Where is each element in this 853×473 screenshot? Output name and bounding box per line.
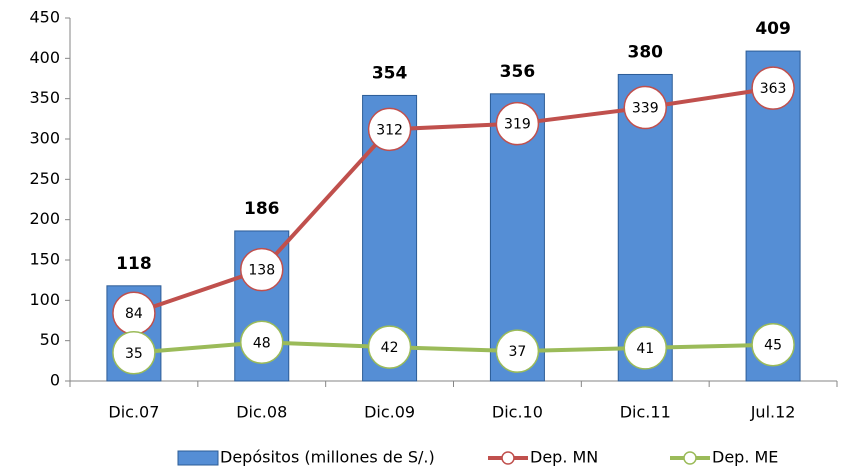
y-tick-label: 0 bbox=[50, 371, 60, 390]
y-tick-label: 300 bbox=[29, 129, 60, 148]
x-tick-label: Dic.11 bbox=[620, 403, 671, 422]
point-marker bbox=[751, 322, 795, 367]
y-tick-label: 350 bbox=[29, 88, 60, 107]
point-marker bbox=[495, 329, 540, 373]
point-marker bbox=[623, 85, 667, 130]
y-tick-label: 150 bbox=[29, 250, 60, 269]
point-marker bbox=[367, 325, 412, 369]
legend-label: Dep. MN bbox=[530, 448, 598, 467]
line bbox=[133, 86, 774, 316]
x-tick-label: Jul.12 bbox=[750, 403, 796, 422]
point-marker bbox=[112, 331, 156, 375]
point-label: 319 bbox=[504, 117, 531, 133]
point-marker bbox=[367, 107, 412, 152]
point-marker bbox=[751, 66, 795, 110]
point-label: 48 bbox=[253, 335, 271, 351]
bar-value-label: 118 bbox=[116, 254, 152, 274]
point-label: 339 bbox=[632, 101, 659, 117]
bar-value-label: 380 bbox=[628, 42, 664, 62]
legend-swatch bbox=[683, 451, 697, 465]
point-label: 42 bbox=[381, 340, 399, 356]
bar-value-label: 354 bbox=[372, 63, 408, 83]
y-tick-label: 100 bbox=[29, 290, 60, 309]
point-label: 41 bbox=[636, 341, 654, 357]
point-label: 312 bbox=[376, 122, 403, 138]
legend-swatch bbox=[177, 450, 219, 466]
x-tick-label: Dic.09 bbox=[364, 403, 415, 422]
line bbox=[133, 340, 774, 355]
point-label: 37 bbox=[509, 344, 527, 360]
y-tick-label: 250 bbox=[29, 169, 60, 188]
point-label: 45 bbox=[764, 338, 782, 354]
point-marker bbox=[240, 320, 284, 365]
legend-label: Dep. ME bbox=[712, 448, 778, 467]
y-tick-label: 450 bbox=[29, 8, 60, 27]
point-label: 363 bbox=[760, 81, 787, 97]
y-tick-label: 200 bbox=[29, 209, 60, 228]
bar-value-label: 186 bbox=[244, 199, 280, 219]
point-marker bbox=[495, 101, 540, 146]
legend-label: Depósitos (millones de S/.) bbox=[220, 448, 435, 467]
legend-swatch bbox=[501, 451, 515, 465]
x-tick-label: Dic.07 bbox=[108, 403, 159, 422]
x-tick-label: Dic.08 bbox=[236, 403, 287, 422]
point-label: 35 bbox=[125, 346, 143, 362]
point-marker bbox=[240, 247, 284, 292]
point-marker bbox=[623, 326, 667, 370]
y-tick-label: 400 bbox=[29, 48, 60, 67]
y-tick-label: 50 bbox=[40, 330, 60, 349]
point-label: 138 bbox=[248, 263, 275, 279]
x-tick-label: Dic.10 bbox=[492, 403, 543, 422]
bar-value-label: 409 bbox=[755, 19, 791, 39]
bar-value-label: 356 bbox=[500, 62, 536, 82]
point-label: 84 bbox=[125, 306, 143, 322]
